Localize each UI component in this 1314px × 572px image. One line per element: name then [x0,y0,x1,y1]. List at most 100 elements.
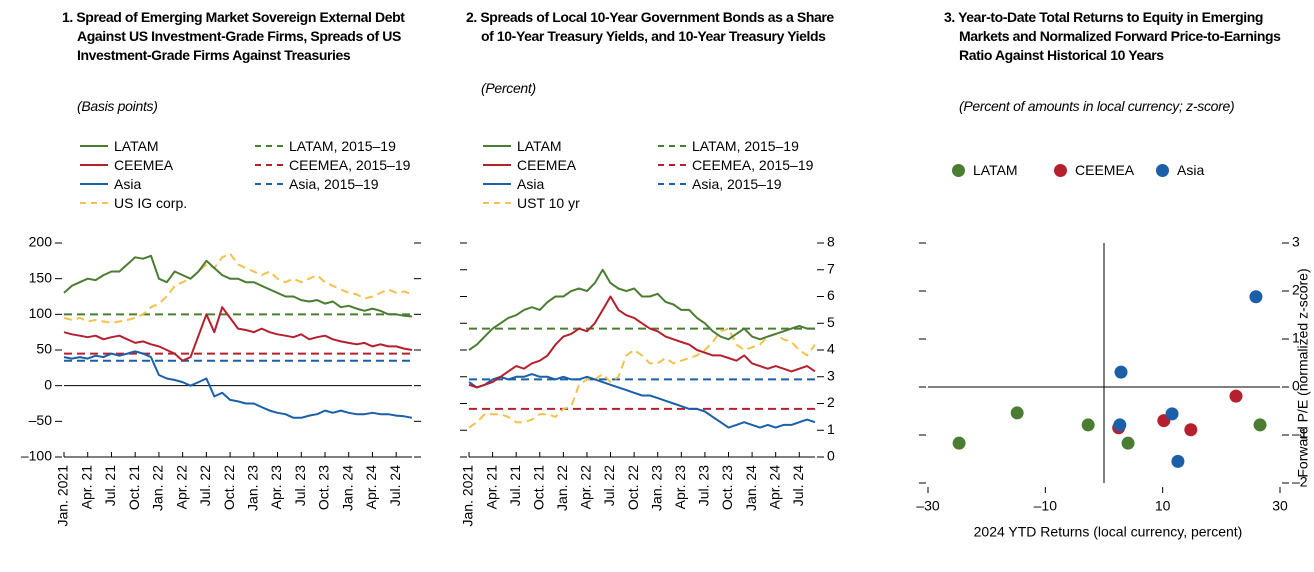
y-tick-label: 100 [29,305,53,321]
y-tick-label: 3 [827,367,835,383]
legend-label: Asia, 2015–19 [692,176,782,192]
x-tick-label: Jul. 22 [197,465,213,506]
y-tick-label: 2 [827,394,835,410]
series-line [63,254,413,318]
point [1114,365,1128,379]
legend-swatch [658,145,686,147]
y-tick-label: 5 [827,314,835,330]
legend-item: LATAM, 2015–19 [255,138,396,154]
x-tick-label: Apr. 23 [672,465,688,510]
point [1081,418,1095,432]
series-line [468,268,815,351]
x-tick-label: 10 [1155,498,1171,514]
x-tick-label: Oct. 22 [221,465,237,510]
x-tick-label: –10 [1034,498,1058,514]
x-tick-label: Jan. 24 [339,465,355,511]
y-tick-label: 0 [44,376,52,392]
x-tick-label: Oct. 21 [530,465,546,510]
legend-swatch [1054,163,1067,177]
legend-item: CEEMEA [483,157,576,173]
chart-subtitle: (Percent) [481,80,536,96]
y-tick-label: 1 [1292,330,1300,346]
legend-item: CEEMEA [1054,162,1134,178]
chart-title: 2. Spreads of Local 10-Year Government B… [466,9,834,44]
legend-swatch [1156,163,1169,177]
y-tick-label: –2 [1292,474,1308,490]
series-line [468,373,816,429]
x-tick-label: Oct. 23 [719,465,735,510]
legend-item: LATAM [952,162,1018,178]
legend-item: UST 10 yr [483,195,580,211]
series-line [468,327,816,429]
x-tick-label: Jul. 22 [601,465,617,506]
x-tick-label: Apr. 24 [363,465,379,510]
legend-swatch [483,183,511,185]
point [1253,418,1267,432]
legend-label: CEEMEA [114,157,174,173]
y-tick-label: 3 [1292,234,1300,250]
legend-label: Asia [114,176,142,192]
legend-swatch [80,183,108,185]
y-tick-label: 1 [827,421,835,437]
y-tick-label: 6 [827,287,835,303]
y-tick-label: 4 [827,341,835,357]
legend-swatch [952,163,965,177]
legend-swatch [255,164,283,166]
x-tick-label: Jul. 23 [292,465,308,506]
x-tick-label: Jan. 22 [554,465,570,511]
point [1229,389,1243,403]
x-tick-label: Apr. 23 [268,465,284,510]
legend-item: LATAM [483,138,562,154]
point [952,436,966,450]
x-tick-label: 30 [1272,498,1288,514]
legend-label: CEEMEA [517,157,577,173]
chart-title: 1. Spread of Emerging Market Sovereign E… [62,9,405,63]
legend-label: UST 10 yr [517,195,580,211]
legend-item: LATAM [80,138,159,154]
point [1113,418,1127,432]
x-tick-label: Jan. 23 [245,465,261,511]
x-tick-label: Oct. 21 [126,465,142,510]
y-tick-label: 200 [29,234,53,250]
legend-item: CEEMEA, 2015–19 [658,157,813,173]
y-tick-label: 7 [827,260,835,276]
y-tick-label: 0 [827,448,835,464]
legend-label: LATAM, 2015–19 [692,138,799,154]
legend-label: CEEMEA, 2015–19 [692,157,814,173]
x-tick-label: Jul. 24 [387,465,403,506]
legend-label: LATAM [973,162,1018,178]
legend-label: Asia, 2015–19 [289,176,379,192]
chart-subtitle: (Basis points) [77,98,158,114]
x-tick-label: Oct. 23 [316,465,332,510]
legend-label: Asia [517,176,545,192]
x-tick-label: Jan. 23 [648,465,664,511]
y-tick-label: –50 [29,412,53,428]
legend-swatch [255,145,283,147]
y-tick-label: –100 [21,448,52,464]
series-line [63,252,413,324]
legend-label: LATAM [114,138,159,154]
x-axis-label: 2024 YTD Returns (local currency, percen… [974,524,1243,540]
point [1010,406,1024,420]
legend-item: US IG corp. [80,195,187,211]
point [1184,423,1198,437]
legend-item: Asia [483,176,544,192]
point [1165,407,1179,421]
x-tick-label: –30 [916,498,940,514]
point [1121,436,1135,450]
legend-item: Asia, 2015–19 [255,176,379,192]
x-tick-label: Jul. 21 [507,465,523,506]
x-tick-label: Jul. 24 [790,465,806,506]
point [1171,454,1185,468]
legend-item: CEEMEA [80,157,173,173]
chart-title: 3. Year-to-Date Total Returns to Equity … [944,9,1281,63]
legend-item: LATAM, 2015–19 [658,138,799,154]
x-tick-label: Apr. 22 [173,465,189,510]
y-tick-label: 8 [827,234,835,250]
legend-label: CEEMEA, 2015–19 [289,157,411,173]
legend-label: CEEMEA [1075,162,1135,178]
legend-label: US IG corp. [114,195,188,211]
legend-swatch [483,164,511,166]
legend-swatch [255,183,283,185]
